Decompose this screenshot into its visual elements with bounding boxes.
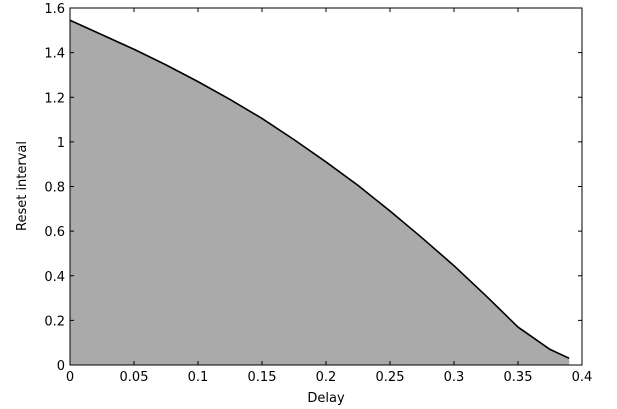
x-tick-label: 0.35 [504,370,533,385]
y-tick-label: 0.6 [44,225,65,240]
y-tick-label: 0 [57,359,65,374]
area-fill-0 [70,20,570,366]
y-tick-label: 0.2 [44,314,65,329]
x-tick-label: 0.05 [120,370,149,385]
x-tick-label: 0 [66,370,74,385]
x-tick-label: 0.25 [376,370,405,385]
y-tick-label: 1.4 [44,47,65,62]
y-tick-label: 0.4 [44,270,65,285]
x-axis-label: Delay [307,391,345,406]
x-tick-label: 0.1 [188,370,209,385]
y-tick-label: 1 [57,136,65,151]
x-tick-label: 0.15 [248,370,277,385]
x-tick-label: 0.3 [444,370,465,385]
y-axis-label: Reset interval [15,141,30,231]
x-tick-label: 0.4 [572,370,593,385]
y-tick-label: 1.6 [44,2,65,17]
axes: 0 0.05 0.1 0.15 0.2 0.25 0.3 0.35 0.4 0 0.2 0.4 0.6 0… [44,2,592,385]
x-tick-label: 0.2 [316,370,337,385]
series-line-0 [69,19,570,360]
y-tick-label: 0.8 [44,181,65,196]
plot-area [69,19,570,366]
y-tick-label: 1.2 [44,91,65,106]
